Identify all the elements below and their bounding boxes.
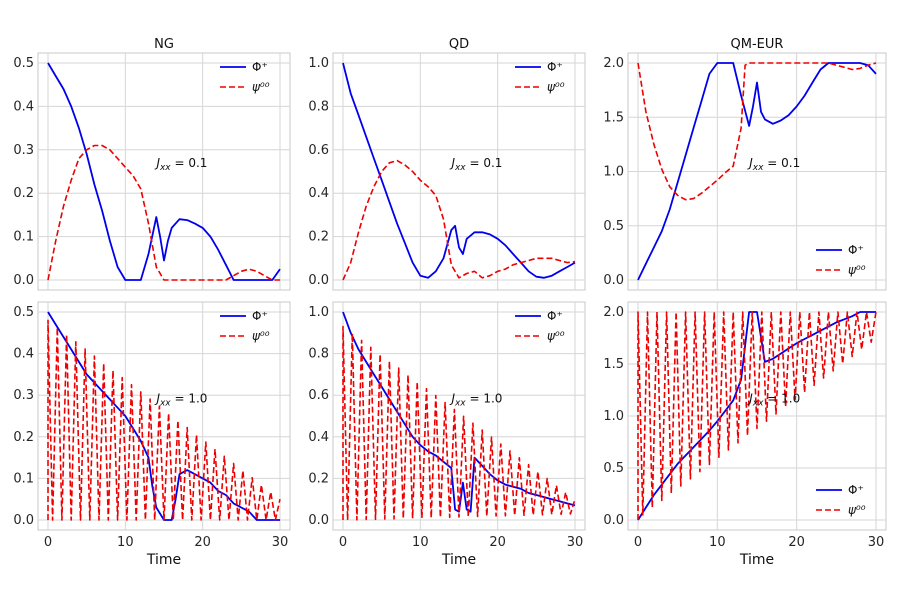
phi-plus-line <box>342 311 576 513</box>
y-tick-label: 0.1 <box>13 471 34 486</box>
x-tick-label: 20 <box>489 535 506 550</box>
chart-panel-6: 0 10 20 30 0.0 0.5 1.0 1.5 2.0 Time Jxx = 1.0 Φ⁺ ψ⁰⁰ <box>603 301 887 568</box>
legend-phi-label: Φ⁺ <box>547 309 563 323</box>
y-tick-label: 0.0 <box>308 273 329 288</box>
chart-panel-2: 0.0 0.2 0.4 0.6 0.8 1.0 QD Jxx = 0.1 Φ⁺ ψ⁰⁰ <box>308 37 586 291</box>
y-tick-label: 0.8 <box>308 347 329 362</box>
legend: Φ⁺ ψ⁰⁰ <box>220 60 270 94</box>
y-tick-label: 0.0 <box>603 273 624 288</box>
panel-title: QM-EUR <box>731 37 784 52</box>
panel-annotation: Jxx = 1.0 <box>747 391 800 408</box>
psi-00-line <box>342 159 576 281</box>
y-tick-label: 0.0 <box>308 513 329 528</box>
psi-00-line <box>47 319 281 521</box>
plot-area <box>37 301 291 531</box>
x-tick-label: 30 <box>272 535 289 550</box>
legend-psi-label: ψ⁰⁰ <box>252 80 270 94</box>
y-tick-label: 1.0 <box>308 56 329 71</box>
plot-area <box>37 52 291 291</box>
y-tick-label: 0.5 <box>603 219 624 234</box>
y-tick-label: 0.6 <box>308 388 329 403</box>
y-tick-label: 0.5 <box>13 305 34 320</box>
panel-annotation: Jxx = 1.0 <box>154 391 207 408</box>
x-tick-label: 10 <box>117 535 134 550</box>
panel-title: NG <box>154 37 174 52</box>
legend-psi-label: ψ⁰⁰ <box>848 503 866 517</box>
x-axis-label: Time <box>739 552 774 568</box>
y-tick-label: 0.4 <box>13 99 34 114</box>
legend-phi-label: Φ⁺ <box>848 243 864 257</box>
x-tick-label: 20 <box>788 535 805 550</box>
legend: Φ⁺ ψ⁰⁰ <box>220 309 270 343</box>
x-tick-label: 30 <box>868 535 885 550</box>
legend: Φ⁺ ψ⁰⁰ <box>515 60 565 94</box>
y-tick-label: 0.0 <box>13 273 34 288</box>
y-tick-label: 0.4 <box>13 347 34 362</box>
y-tick-label: 1.0 <box>603 165 624 180</box>
phi-plus-line <box>342 62 576 279</box>
x-tick-label: 10 <box>709 535 726 550</box>
panel-annotation: Jxx = 0.1 <box>449 156 502 173</box>
y-tick-label: 0.5 <box>603 461 624 476</box>
y-tick-label: 0.2 <box>308 230 329 245</box>
legend: Φ⁺ ψ⁰⁰ <box>816 243 866 277</box>
y-tick-label: 1.0 <box>603 409 624 424</box>
y-tick-label: 0.4 <box>308 430 329 445</box>
x-axis-label: Time <box>146 552 181 568</box>
chart-panel-3: 0.0 0.5 1.0 1.5 2.0 QM-EUR Jxx = 0.1 Φ⁺ ψ⁰⁰ <box>603 37 887 291</box>
y-tick-label: 1.5 <box>603 357 624 372</box>
y-tick-label: 1.0 <box>308 305 329 320</box>
x-tick-label: 0 <box>44 535 52 550</box>
y-tick-label: 0.5 <box>13 56 34 71</box>
psi-00-line <box>637 62 877 201</box>
panel-annotation: Jxx = 1.0 <box>449 391 502 408</box>
y-tick-label: 0.2 <box>13 430 34 445</box>
x-axis-label: Time <box>441 552 476 568</box>
y-tick-label: 0.1 <box>13 230 34 245</box>
y-tick-label: 0.4 <box>308 186 329 201</box>
legend-psi-label: ψ⁰⁰ <box>547 329 565 343</box>
y-tick-label: 0.0 <box>603 513 624 528</box>
y-tick-label: 0.8 <box>308 99 329 114</box>
legend-psi-label: ψ⁰⁰ <box>252 329 270 343</box>
legend-phi-label: Φ⁺ <box>547 60 563 74</box>
panel-annotation: Jxx = 0.1 <box>154 156 207 173</box>
chart-panel-1: 0.0 0.1 0.2 0.3 0.4 0.5 NG Jxx = 0.1 Φ⁺ ψ⁰⁰ <box>13 37 291 291</box>
y-tick-label: 2.0 <box>603 305 624 320</box>
y-tick-label: 0.3 <box>13 143 34 158</box>
y-tick-label: 2.0 <box>603 56 624 71</box>
chart-panel-4: 0 10 20 30 0.0 0.1 0.2 0.3 0.4 0.5 Time Jxx = 1.0 Φ⁺… <box>13 301 291 568</box>
panel-title: QD <box>449 37 469 52</box>
x-tick-label: 20 <box>194 535 211 550</box>
legend-phi-label: Φ⁺ <box>252 60 268 74</box>
y-tick-label: 0.6 <box>308 143 329 158</box>
legend-psi-label: ψ⁰⁰ <box>547 80 565 94</box>
y-tick-label: 1.5 <box>603 110 624 125</box>
phi-plus-line <box>47 62 281 281</box>
y-tick-label: 0.2 <box>308 471 329 486</box>
x-tick-label: 10 <box>412 535 429 550</box>
phi-plus-line <box>637 62 877 281</box>
chart-panel-5: 0 10 20 30 0.0 0.2 0.4 0.6 0.8 1.0 Time Jxx = 1.0 Φ⁺… <box>308 301 586 568</box>
x-tick-label: 0 <box>634 535 642 550</box>
x-tick-label: 30 <box>567 535 584 550</box>
legend: Φ⁺ ψ⁰⁰ <box>515 309 565 343</box>
plot-area <box>332 52 586 291</box>
x-tick-label: 0 <box>339 535 347 550</box>
y-tick-label: 0.2 <box>13 186 34 201</box>
legend: Φ⁺ ψ⁰⁰ <box>816 483 866 517</box>
psi-00-line <box>47 144 280 281</box>
y-tick-label: 0.3 <box>13 388 34 403</box>
panel-annotation: Jxx = 0.1 <box>747 156 800 173</box>
legend-phi-label: Φ⁺ <box>252 309 268 323</box>
phi-plus-line <box>637 311 876 521</box>
legend-psi-label: ψ⁰⁰ <box>848 263 866 277</box>
psi-00-line <box>342 325 576 521</box>
legend-phi-label: Φ⁺ <box>848 483 864 497</box>
y-tick-label: 0.0 <box>13 513 34 528</box>
